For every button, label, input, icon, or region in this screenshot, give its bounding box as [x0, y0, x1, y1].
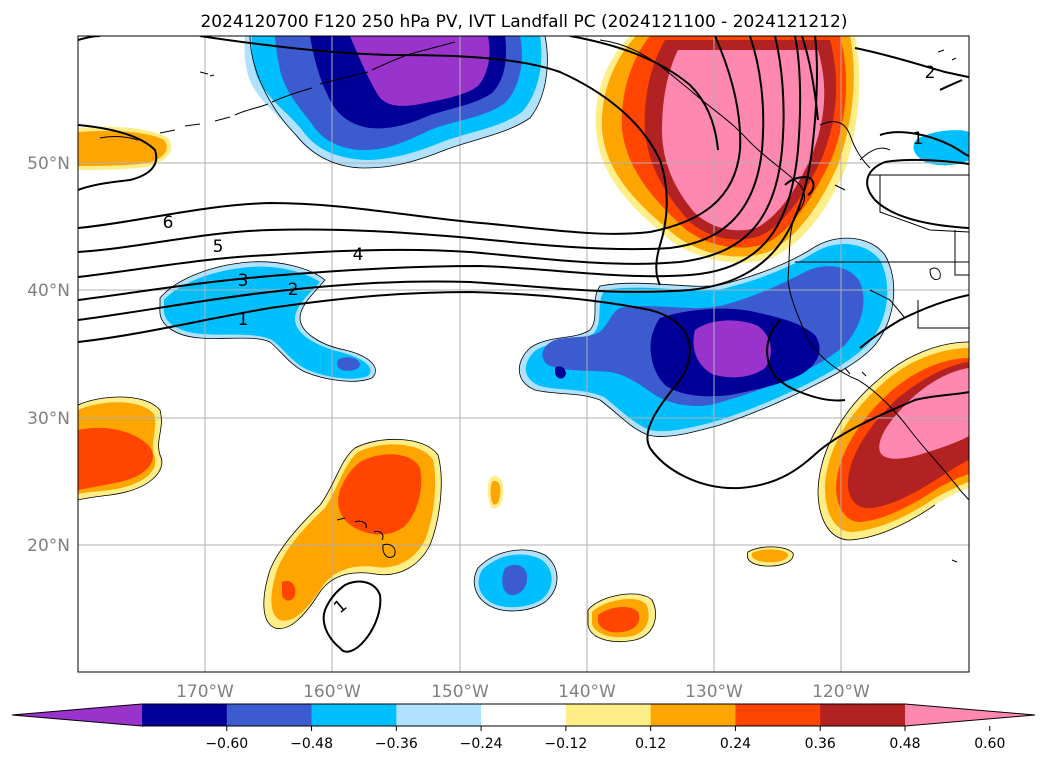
colorbar-tick-label: 0.24 — [720, 736, 751, 752]
pv-contour-5 — [78, 36, 765, 253]
pv-contour-2 — [78, 36, 818, 321]
pv-contour-1 — [78, 290, 969, 490]
colorbar-extend-max — [905, 704, 1035, 726]
colorbar-outline — [11, 703, 1036, 727]
colorbar-tick-label: −0.24 — [460, 736, 503, 752]
positive-patch-east-core — [751, 549, 789, 563]
pv-label: 2 — [925, 63, 936, 83]
lon-label: 170°W — [176, 682, 234, 702]
pv-contour-upper — [199, 36, 668, 286]
zero-contour-outlines — [78, 36, 969, 642]
colorbar-tick-label: −0.12 — [544, 736, 587, 752]
colorbar-segment — [142, 704, 228, 726]
pv-contours — [78, 36, 969, 653]
longitude-labels: 170°W 160°W 150°W 140°W 130°W 120°W — [176, 682, 870, 702]
negative-anomaly-central-pacific — [159, 261, 376, 382]
positive-anomaly-california — [818, 342, 969, 540]
positive-anomaly-gulf-of-alaska — [595, 36, 860, 263]
colorbar-segment — [735, 704, 821, 726]
colorbar-segment — [311, 704, 397, 726]
colorbar-segment — [396, 704, 482, 726]
pv-label: 6 — [163, 213, 174, 233]
lat-label: 50°N — [27, 154, 70, 174]
pv-contour-6 — [78, 36, 742, 235]
colorbar-tick-label: −0.48 — [290, 736, 333, 752]
colorbar-tick-label: −0.60 — [205, 736, 248, 752]
lat-label: 30°N — [27, 409, 70, 429]
colorbar-tick-label: −0.36 — [375, 736, 418, 752]
colorbar-tick-label: 0.60 — [974, 736, 1005, 752]
pv-label: 3 — [238, 271, 249, 291]
coastlines — [99, 36, 969, 672]
gridlines — [78, 36, 969, 672]
lon-label: 120°W — [812, 682, 870, 702]
colorbar-segment — [650, 704, 736, 726]
ivt-shading — [78, 36, 969, 642]
map-frame — [77, 35, 970, 673]
pv-contour-hawaii — [322, 580, 382, 653]
map-area: 6 5 4 3 2 1 2 1 1 — [78, 36, 969, 672]
pv-contour-3 — [78, 36, 802, 301]
pv-label: 1 — [238, 310, 249, 330]
pv-label: 1 — [913, 129, 924, 149]
lat-label: 20°N — [27, 536, 70, 556]
negative-anomaly-south — [474, 549, 558, 611]
pv-label: 5 — [213, 237, 224, 257]
lon-label: 150°W — [431, 682, 489, 702]
lon-label: 160°W — [303, 682, 361, 702]
lon-label: 140°W — [558, 682, 616, 702]
pv-contour-4 — [78, 36, 785, 278]
figure-title: 2024120700 F120 250 hPa PV, IVT Landfall… — [200, 12, 847, 32]
negative-anomaly-off-california — [519, 238, 894, 437]
latitude-labels: 50°N 40°N 30°N 20°N — [27, 154, 70, 556]
colorbar-segment — [820, 704, 906, 726]
colorbar-segment — [565, 704, 652, 726]
positive-patch-small-1-core — [490, 480, 501, 505]
negative-patch-northeast — [913, 130, 969, 166]
colorbar-tick-label: 0.12 — [635, 736, 666, 752]
lon-label: 130°W — [685, 682, 743, 702]
colorbar-ticks — [226, 726, 991, 731]
colorbar: −0.60 −0.48 −0.36 −0.24 −0.12 0.12 0.24 0.36 0.4… — [11, 703, 1036, 752]
positive-anomaly-hawaii — [263, 439, 442, 629]
positive-anomaly-west — [78, 396, 162, 500]
colorbar-tick-label: 0.36 — [805, 736, 836, 752]
colorbar-segments — [12, 704, 1035, 726]
pv-label: 4 — [353, 245, 364, 265]
colorbar-tick-label: 0.48 — [889, 736, 920, 752]
colorbar-segment — [481, 704, 567, 726]
pv-label: 2 — [288, 280, 299, 300]
lat-label: 40°N — [27, 281, 70, 301]
colorbar-extend-min — [12, 704, 142, 726]
colorbar-labels: −0.60 −0.48 −0.36 −0.24 −0.12 0.12 0.24 0.36 0.4… — [205, 736, 1005, 752]
positive-patch-south-core — [598, 606, 640, 633]
colorbar-segment — [226, 704, 313, 726]
